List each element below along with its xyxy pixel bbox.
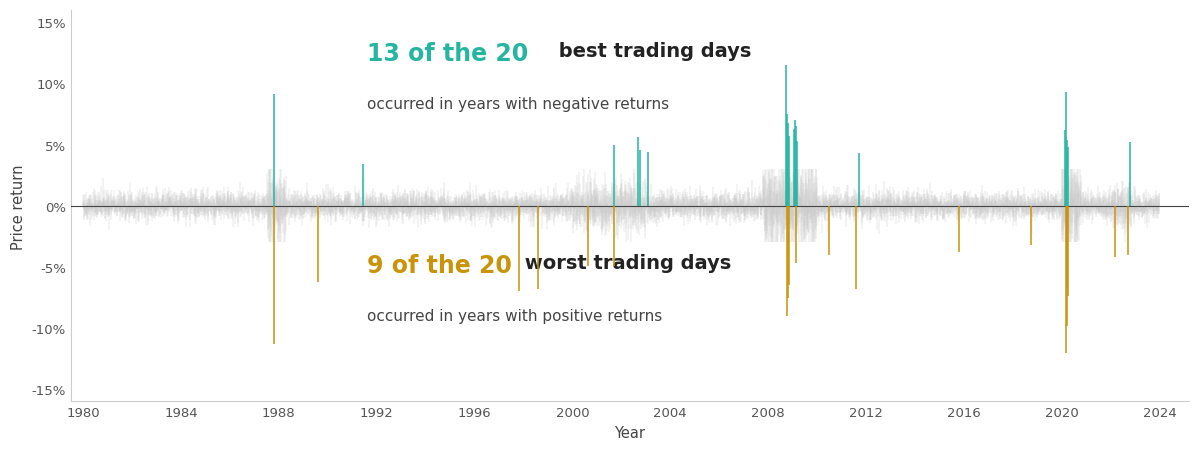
X-axis label: Year: Year: [614, 425, 646, 440]
Text: 13 of the 20: 13 of the 20: [367, 42, 528, 66]
Y-axis label: Price return: Price return: [11, 164, 26, 249]
Text: worst trading days: worst trading days: [518, 253, 731, 272]
Text: occurred in years with positive returns: occurred in years with positive returns: [367, 308, 662, 323]
Text: best trading days: best trading days: [552, 42, 751, 61]
Text: occurred in years with negative returns: occurred in years with negative returns: [367, 97, 670, 112]
Text: 9 of the 20: 9 of the 20: [367, 253, 512, 277]
